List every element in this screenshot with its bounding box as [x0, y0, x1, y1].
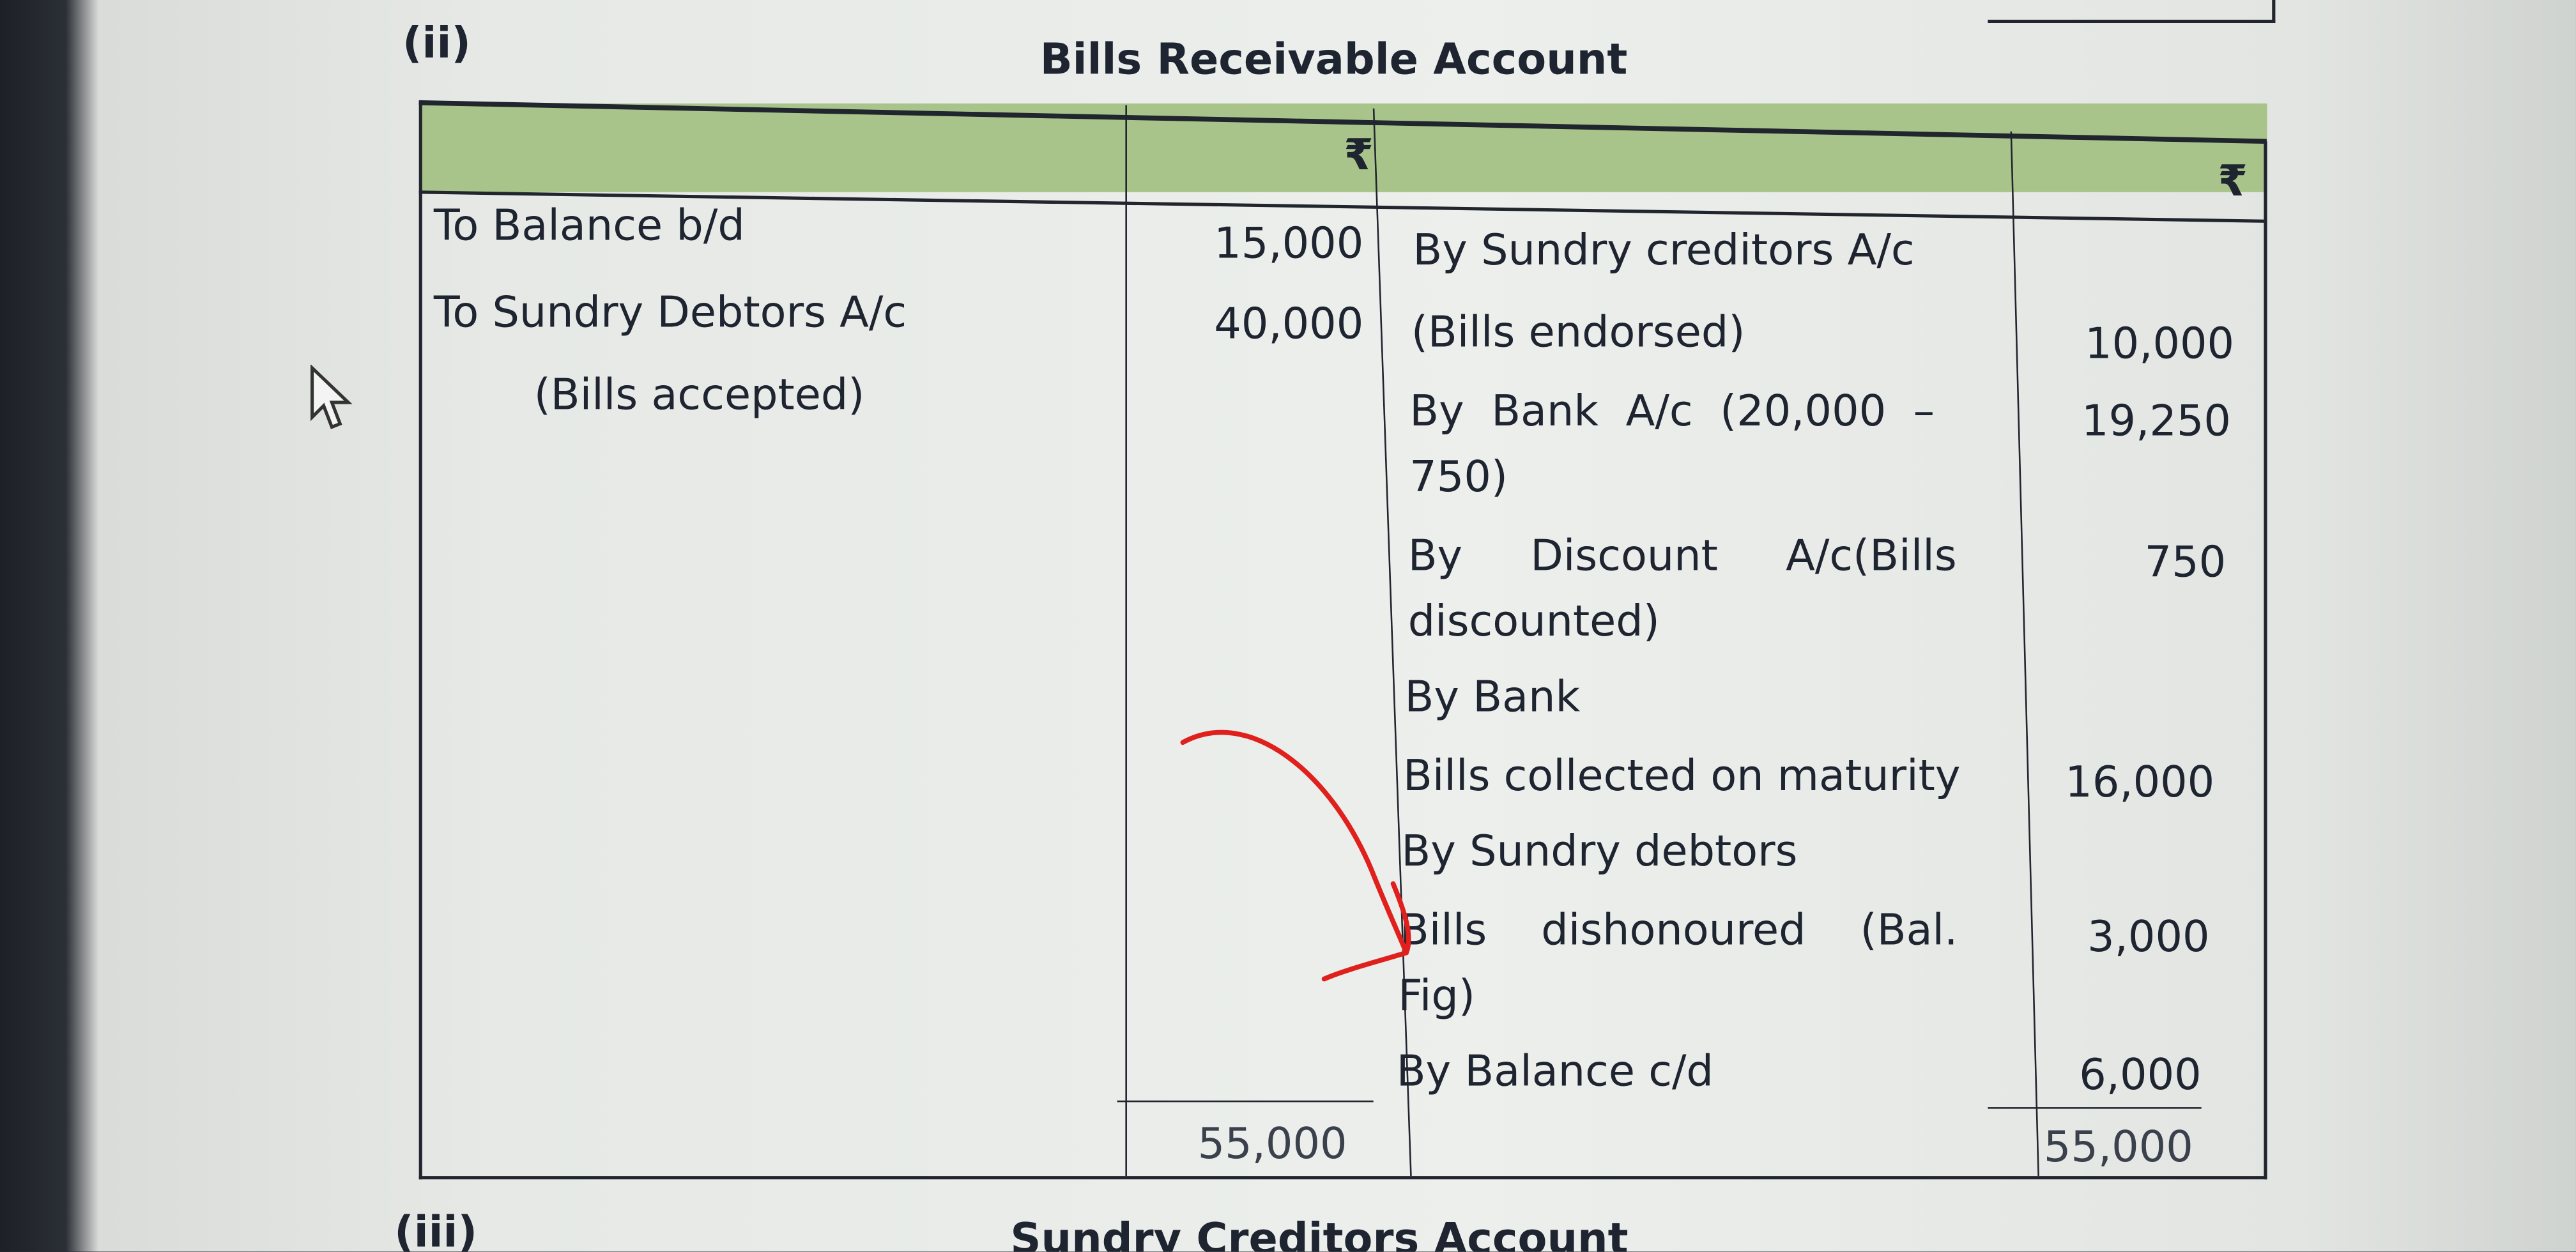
rupee-icon: ₹	[1344, 131, 1374, 181]
page-title: Bills Receivable Account	[1039, 36, 1628, 86]
next-section-label: (iii)	[394, 1209, 478, 1252]
rupee-icon: ₹	[2218, 157, 2248, 207]
credit-entry: Bills dishonoured (Bal.	[1399, 906, 1958, 956]
credit-amount: 6,000	[2079, 1051, 2202, 1101]
debit-amount: 40,000	[1214, 300, 1364, 350]
credit-entry: By Sundry debtors	[1401, 827, 1798, 878]
debit-entry: To Balance b/d	[433, 202, 745, 252]
credit-amount: 16,000	[2065, 758, 2215, 809]
section-label: (ii)	[402, 19, 471, 69]
mouse-cursor-icon	[310, 364, 353, 429]
credit-entry: Fig)	[1398, 972, 1475, 1022]
credit-entry: (Bills endorsed)	[1411, 309, 1745, 358]
credit-amount: 3,000	[2087, 913, 2210, 963]
prev-table-border	[2272, 0, 2276, 23]
credit-entry: By Bank	[1404, 673, 1581, 723]
credit-entry: Bills collected on maturity	[1402, 752, 1961, 802]
credit-entry: discounted)	[1407, 597, 1660, 648]
table-header	[420, 103, 2267, 192]
credit-amount: 10,000	[2085, 320, 2235, 370]
debit-amount: 15,000	[1214, 220, 1364, 270]
debit-entry: (Bills accepted)	[533, 371, 865, 421]
credit-entry: By Balance c/d	[1396, 1048, 1714, 1097]
next-section-title: Sundry Creditors Account	[1010, 1215, 1629, 1252]
debit-total: 55,000	[1197, 1120, 1347, 1170]
credit-total: 55,000	[2043, 1123, 2193, 1173]
credit-entry: By Bank A/c (20,000 –	[1409, 387, 1935, 437]
credit-amount: 750	[2144, 538, 2227, 588]
credit-entry: By Discount A/c(Bills	[1407, 532, 1957, 582]
debit-entry: To Sundry Debtors A/c	[433, 289, 907, 339]
prev-table-border	[1988, 19, 2276, 23]
credit-amount: 19,250	[2082, 397, 2231, 447]
credit-entry: 750)	[1409, 453, 1508, 503]
credit-entry: By Sundry creditors A/c	[1413, 226, 1915, 276]
